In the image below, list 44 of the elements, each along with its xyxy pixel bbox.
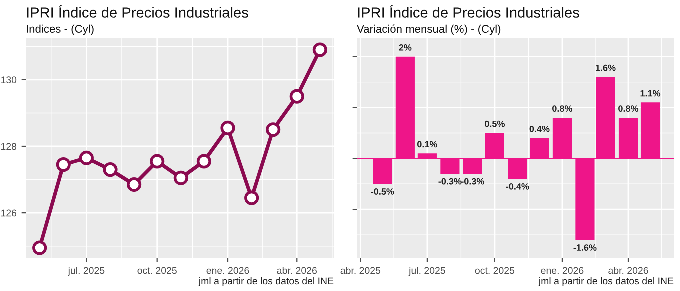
point	[32, 240, 48, 256]
y-tick-label: 128	[1, 143, 17, 150]
point	[127, 177, 142, 192]
text: jml a partir de los datos del INE	[538, 277, 674, 287]
x-tick-label: oct. 2025	[138, 267, 177, 274]
data-label: -0.3%	[438, 178, 462, 185]
point	[312, 42, 328, 58]
point	[220, 120, 236, 136]
x-tick-label: abr. 2025	[340, 267, 381, 274]
point	[79, 150, 94, 166]
chart-subtitle: Variación mensual (%) - (Cyl)	[357, 24, 501, 36]
data-label: 2%	[399, 44, 412, 51]
x-tick-label: abr. 2026	[608, 267, 648, 274]
text: jml a partir de los datos del INE	[198, 277, 334, 287]
data-label: -0.5%	[371, 188, 394, 195]
data-label: 1.1%	[640, 90, 661, 97]
data-label: -1.6%	[574, 244, 597, 251]
point	[244, 190, 260, 206]
chart-subtitle: Indices - (Cyl)	[27, 24, 94, 36]
x-tick-label: jul. 2025	[68, 267, 105, 276]
data-label: 0.5%	[485, 120, 506, 128]
y-tick-label: 130	[1, 76, 17, 84]
data-label: 1.6%	[596, 64, 616, 72]
y-tick-label: 126	[1, 210, 17, 217]
data-label: -0.3%	[462, 178, 484, 185]
chart-title: IPRI Índice de Precios Industriales	[27, 5, 248, 18]
point	[196, 154, 212, 169]
point	[174, 170, 188, 186]
data-label: 0.1%	[418, 141, 438, 148]
point	[103, 162, 118, 178]
x-tick-label: ene. 2026	[541, 267, 584, 274]
x-tick-label: jul. 2025	[408, 267, 446, 276]
data-label: 0.8%	[618, 106, 639, 112]
data-label: 0.4%	[530, 126, 550, 132]
data-label: 0.8%	[552, 106, 573, 112]
point	[266, 122, 281, 138]
point	[150, 154, 165, 169]
x-tick-label: ene. 2026	[206, 267, 250, 274]
point	[290, 89, 304, 104]
data-label: -0.4%	[506, 183, 530, 190]
point	[56, 158, 71, 172]
x-tick-label: abr. 2026	[277, 267, 317, 274]
chart-title: IPRI Índice de Precios Industriales	[358, 5, 580, 18]
x-tick-label: oct. 2025	[475, 267, 515, 274]
